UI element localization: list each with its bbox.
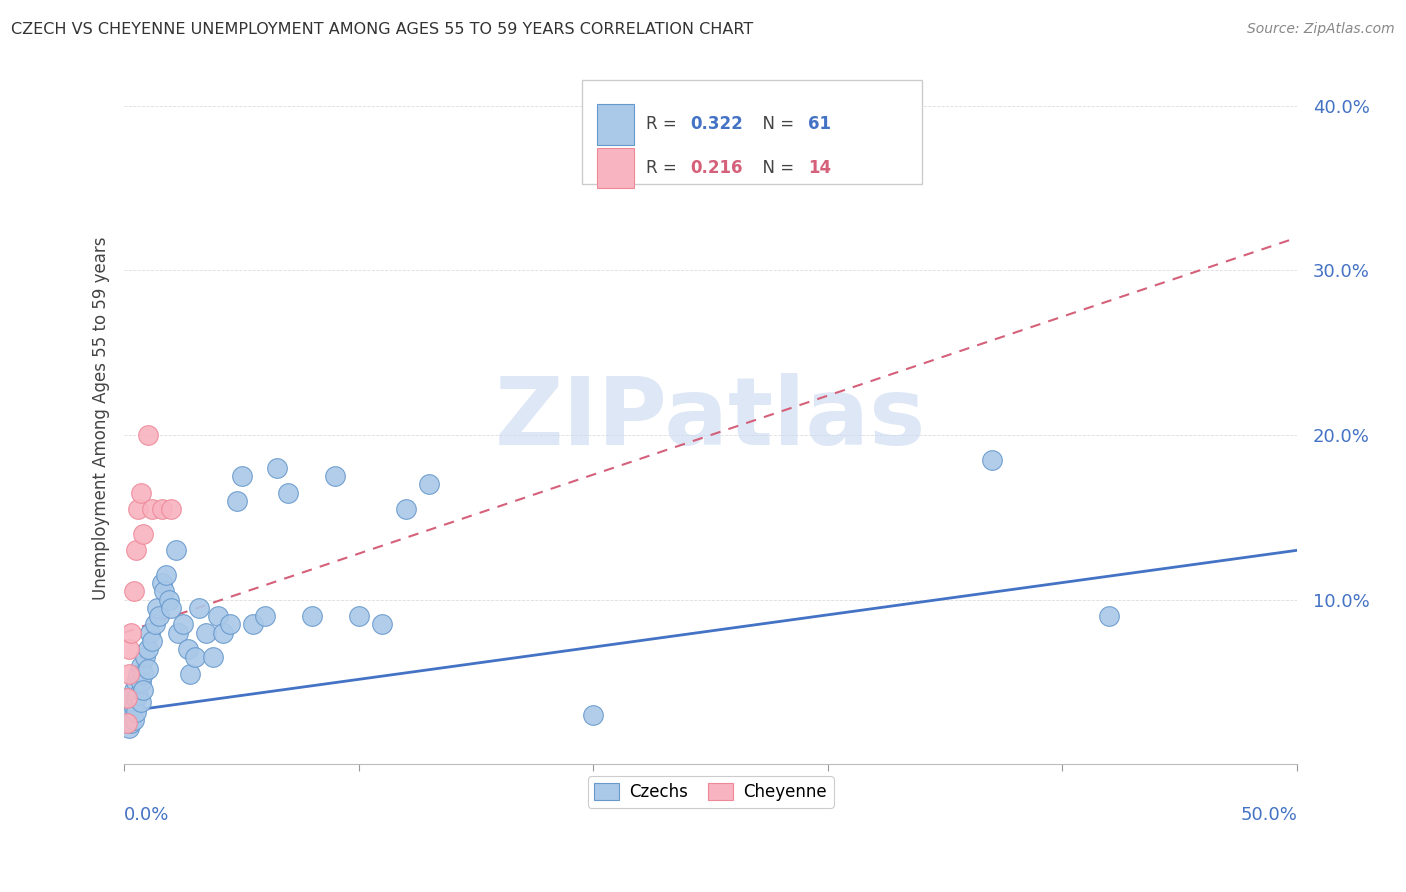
Point <box>122 699 145 714</box>
Point <box>981 452 1004 467</box>
Text: ZIPatlas: ZIPatlas <box>495 373 927 465</box>
Point <box>129 485 152 500</box>
Point <box>242 617 264 632</box>
Point <box>183 650 205 665</box>
Point <box>195 625 218 640</box>
Point <box>115 716 138 731</box>
Point <box>129 675 152 690</box>
Point <box>418 477 440 491</box>
Point <box>120 705 142 719</box>
Point <box>115 707 138 722</box>
Point <box>141 633 163 648</box>
Point <box>218 617 240 632</box>
Point <box>132 666 155 681</box>
Text: 0.216: 0.216 <box>690 159 744 177</box>
Point <box>139 625 162 640</box>
Point <box>277 485 299 500</box>
Point <box>127 502 149 516</box>
Point <box>129 658 152 673</box>
Point <box>179 666 201 681</box>
Point <box>118 711 141 725</box>
Text: 61: 61 <box>808 115 831 134</box>
Point <box>231 469 253 483</box>
Point <box>253 609 276 624</box>
Point <box>160 601 183 615</box>
Text: CZECH VS CHEYENNE UNEMPLOYMENT AMONG AGES 55 TO 59 YEARS CORRELATION CHART: CZECH VS CHEYENNE UNEMPLOYMENT AMONG AGE… <box>11 22 754 37</box>
Legend: Czechs, Cheyenne: Czechs, Cheyenne <box>588 776 834 808</box>
Point <box>122 584 145 599</box>
Point <box>127 666 149 681</box>
Point <box>172 617 194 632</box>
Point <box>395 502 418 516</box>
Point <box>136 642 159 657</box>
Point <box>132 683 155 698</box>
FancyBboxPatch shape <box>598 104 634 145</box>
Point <box>188 601 211 615</box>
Point <box>125 691 148 706</box>
Point <box>371 617 394 632</box>
Point <box>157 592 180 607</box>
Point <box>207 609 229 624</box>
Point <box>118 666 141 681</box>
Point <box>582 707 605 722</box>
Point <box>132 526 155 541</box>
Point <box>323 469 346 483</box>
Point <box>136 428 159 442</box>
Point <box>202 650 225 665</box>
Point <box>125 675 148 690</box>
FancyBboxPatch shape <box>582 80 922 184</box>
Point <box>141 502 163 516</box>
FancyBboxPatch shape <box>598 148 634 188</box>
Text: 0.0%: 0.0% <box>124 805 170 823</box>
Point <box>118 642 141 657</box>
Point <box>150 502 173 516</box>
Text: N =: N = <box>752 115 799 134</box>
Point <box>118 721 141 735</box>
Point <box>146 601 169 615</box>
Point <box>211 625 233 640</box>
Point <box>125 705 148 719</box>
Point <box>160 502 183 516</box>
Point <box>129 695 152 709</box>
Point <box>122 713 145 727</box>
Text: N =: N = <box>752 159 799 177</box>
Point <box>176 642 198 657</box>
Point <box>115 716 138 731</box>
Text: 0.322: 0.322 <box>690 115 744 134</box>
Point <box>120 691 142 706</box>
Point <box>155 568 177 582</box>
Point <box>347 609 370 624</box>
Point <box>167 625 190 640</box>
Text: 14: 14 <box>808 159 831 177</box>
Point <box>165 543 187 558</box>
Text: R =: R = <box>647 159 682 177</box>
Point <box>153 584 176 599</box>
Point <box>301 609 323 624</box>
Point <box>118 699 141 714</box>
Text: Source: ZipAtlas.com: Source: ZipAtlas.com <box>1247 22 1395 37</box>
Point <box>266 461 288 475</box>
Point <box>136 662 159 676</box>
Point <box>148 609 170 624</box>
Point <box>127 688 149 702</box>
Text: 50.0%: 50.0% <box>1240 805 1298 823</box>
Text: R =: R = <box>647 115 682 134</box>
Y-axis label: Unemployment Among Ages 55 to 59 years: Unemployment Among Ages 55 to 59 years <box>93 237 110 600</box>
Point <box>115 691 138 706</box>
Point <box>122 683 145 698</box>
Point <box>120 625 142 640</box>
Point <box>225 494 247 508</box>
Point <box>1098 609 1121 624</box>
Point <box>134 650 156 665</box>
Point <box>143 617 166 632</box>
Point <box>125 543 148 558</box>
Point <box>150 576 173 591</box>
Point <box>120 716 142 731</box>
